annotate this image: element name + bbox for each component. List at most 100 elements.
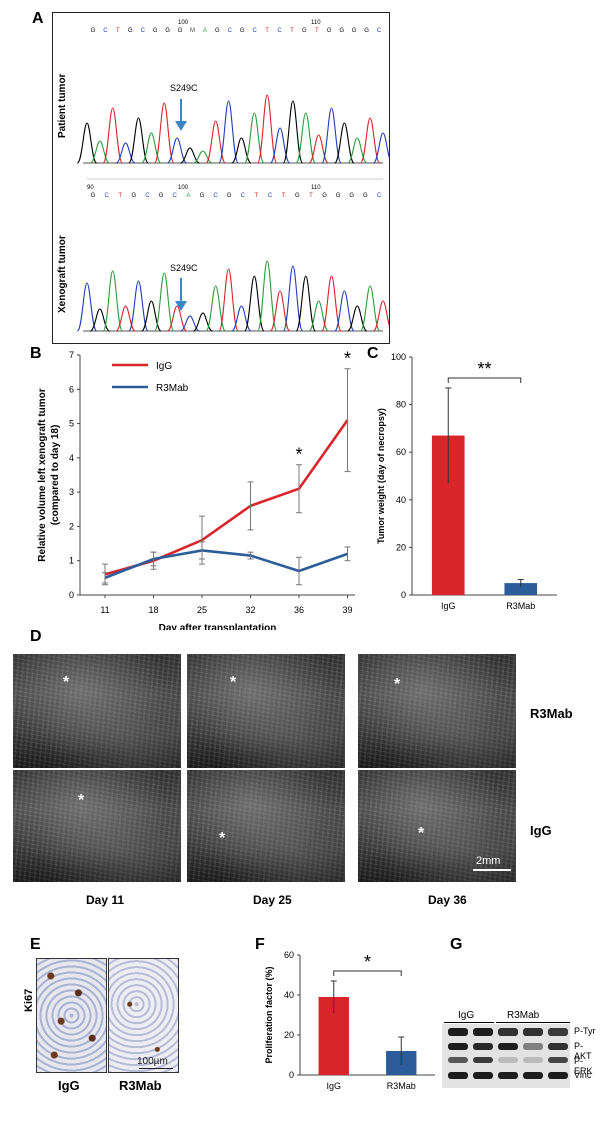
ultrasound-igg-day11: * bbox=[13, 770, 181, 882]
y-tick-label: 1 bbox=[69, 556, 74, 566]
scale-label: 100µm bbox=[137, 1056, 168, 1067]
panel-label-g: G bbox=[450, 936, 463, 953]
sequence-base: C bbox=[141, 28, 146, 34]
x-tick-label: 18 bbox=[148, 605, 158, 615]
sequence-base: G bbox=[352, 28, 357, 34]
trace-peak bbox=[218, 100, 239, 164]
y-tick-label: 60 bbox=[396, 447, 406, 457]
trace-peak bbox=[295, 112, 316, 164]
sequence-base: G bbox=[91, 28, 96, 34]
ihc-image-r3mab: 100µm bbox=[108, 958, 179, 1073]
sequence-base: G bbox=[322, 193, 327, 199]
trace-peak bbox=[128, 117, 149, 164]
y-tick-label: 0 bbox=[401, 590, 406, 600]
y-tick-label: 20 bbox=[396, 542, 406, 552]
trace-peak bbox=[321, 275, 342, 332]
series-line-r3mab bbox=[104, 549, 348, 580]
significance-marker: * bbox=[295, 445, 302, 465]
sequence-base: G bbox=[327, 28, 332, 34]
panel-label-a: A bbox=[32, 10, 44, 27]
sequence-base: C bbox=[173, 193, 178, 199]
trace-peak bbox=[244, 275, 265, 332]
blot-band bbox=[473, 1057, 493, 1063]
trace-peak bbox=[102, 107, 123, 164]
ultrasound-igg-day36: * 2mm bbox=[358, 770, 516, 882]
position-100-top: 100 bbox=[178, 20, 189, 26]
ultrasound-r3mab-day36: * bbox=[358, 654, 516, 768]
trace-peak bbox=[334, 122, 355, 164]
sequence-base: G bbox=[295, 193, 300, 199]
y-tick-label: 20 bbox=[284, 1030, 294, 1040]
x-axis-label: Day after transplantation bbox=[159, 623, 277, 630]
blot-band bbox=[448, 1072, 468, 1079]
chart-b-svg: 0 1 2 3 4 5 6 7 11 18 25 32 36 39 Day after transplant… bbox=[37, 349, 355, 634]
x-tick-label: 11 bbox=[100, 605, 109, 615]
series-line-igg bbox=[104, 419, 349, 576]
blot-band bbox=[498, 1072, 518, 1079]
scale-bar bbox=[473, 869, 511, 871]
significance-marker: ** bbox=[477, 359, 491, 379]
blot-band bbox=[448, 1028, 468, 1036]
arrow-down-icon bbox=[175, 278, 187, 311]
blot-band bbox=[548, 1057, 568, 1063]
y-tick-label: 100 bbox=[391, 352, 406, 362]
sequence-base: C bbox=[104, 193, 109, 199]
blot-band bbox=[473, 1028, 493, 1036]
sequence-base: G bbox=[91, 193, 96, 199]
sequence-base: G bbox=[153, 28, 158, 34]
y-axis-label: Proliferation factor (%) bbox=[264, 966, 274, 1063]
tumor-marker: * bbox=[78, 792, 85, 809]
row-label-igg: IgG bbox=[530, 823, 552, 838]
chart-c-svg: 0 20 40 60 80 100 IgG R3Mab ** Tumor weight (day … bbox=[376, 352, 557, 611]
panel-label-c: C bbox=[367, 345, 379, 362]
x-tick-label: IgG bbox=[441, 601, 456, 611]
mutation-label-top: S249C bbox=[170, 83, 198, 93]
trace-peak bbox=[76, 122, 98, 164]
sequence-base: C bbox=[103, 28, 108, 34]
sequence-base: C bbox=[268, 193, 273, 199]
blot-band bbox=[473, 1043, 493, 1050]
group-label-igg: IgG bbox=[458, 1010, 475, 1021]
sequence-base: G bbox=[302, 28, 307, 34]
position-110-bottom: 110 bbox=[311, 185, 321, 191]
label-xenograft-tumor: Xenograft tumor bbox=[57, 235, 68, 313]
trace-peak bbox=[205, 120, 226, 164]
blot-band bbox=[548, 1072, 568, 1079]
blot-band bbox=[498, 1043, 518, 1050]
sequence-base: C bbox=[277, 28, 282, 34]
trace-peak bbox=[180, 315, 200, 332]
trace-bottom bbox=[76, 260, 394, 332]
blot-band bbox=[523, 1072, 543, 1079]
trace-peak bbox=[180, 147, 200, 164]
sequence-base: G bbox=[165, 28, 170, 34]
sequence-base: M bbox=[190, 28, 195, 34]
trace-peak bbox=[167, 305, 188, 332]
sequence-base: G bbox=[178, 28, 183, 34]
blot-band bbox=[523, 1057, 543, 1063]
sequence-base: C bbox=[252, 28, 257, 34]
sequence-base: G bbox=[336, 193, 341, 199]
band-label-pakt: P-AKT bbox=[574, 1041, 592, 1061]
sequence-base: G bbox=[363, 193, 368, 199]
ihc-label-igg: IgG bbox=[58, 1078, 80, 1093]
sequence-base: T bbox=[116, 28, 120, 34]
scale-bar-label: 2mm bbox=[476, 855, 501, 867]
trace-peak bbox=[295, 275, 316, 332]
sequence-base: C bbox=[213, 193, 218, 199]
tumor-marker: * bbox=[219, 830, 226, 847]
ultrasound-r3mab-day11: * bbox=[13, 654, 181, 768]
tumor-marker: * bbox=[63, 674, 70, 691]
significance-bracket bbox=[333, 970, 402, 976]
band-label-perk: P-ERK bbox=[574, 1056, 593, 1076]
row-label-r3mab: R3Mab bbox=[530, 706, 573, 721]
blot-band bbox=[523, 1028, 543, 1036]
arrow-down-icon bbox=[175, 99, 187, 131]
y-tick-label: 80 bbox=[396, 400, 406, 410]
sequence-base: G bbox=[159, 193, 164, 199]
significance-bracket bbox=[447, 377, 522, 383]
tumor-marker: * bbox=[230, 674, 237, 691]
band-label-ptyr: P-Tyr bbox=[574, 1026, 596, 1036]
